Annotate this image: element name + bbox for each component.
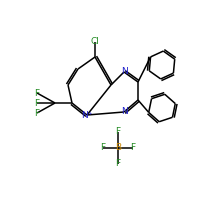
Text: F: F xyxy=(115,128,121,136)
Text: B: B xyxy=(115,144,121,152)
Text: F: F xyxy=(34,108,40,117)
Text: N: N xyxy=(121,68,127,76)
Text: F: F xyxy=(130,144,136,152)
Text: N⁺: N⁺ xyxy=(81,110,93,119)
Text: F: F xyxy=(34,98,40,108)
Text: Cl: Cl xyxy=(91,38,99,46)
Text: F: F xyxy=(115,160,121,168)
Text: F: F xyxy=(100,144,106,152)
Text: F: F xyxy=(34,88,40,98)
Text: N: N xyxy=(121,108,127,116)
